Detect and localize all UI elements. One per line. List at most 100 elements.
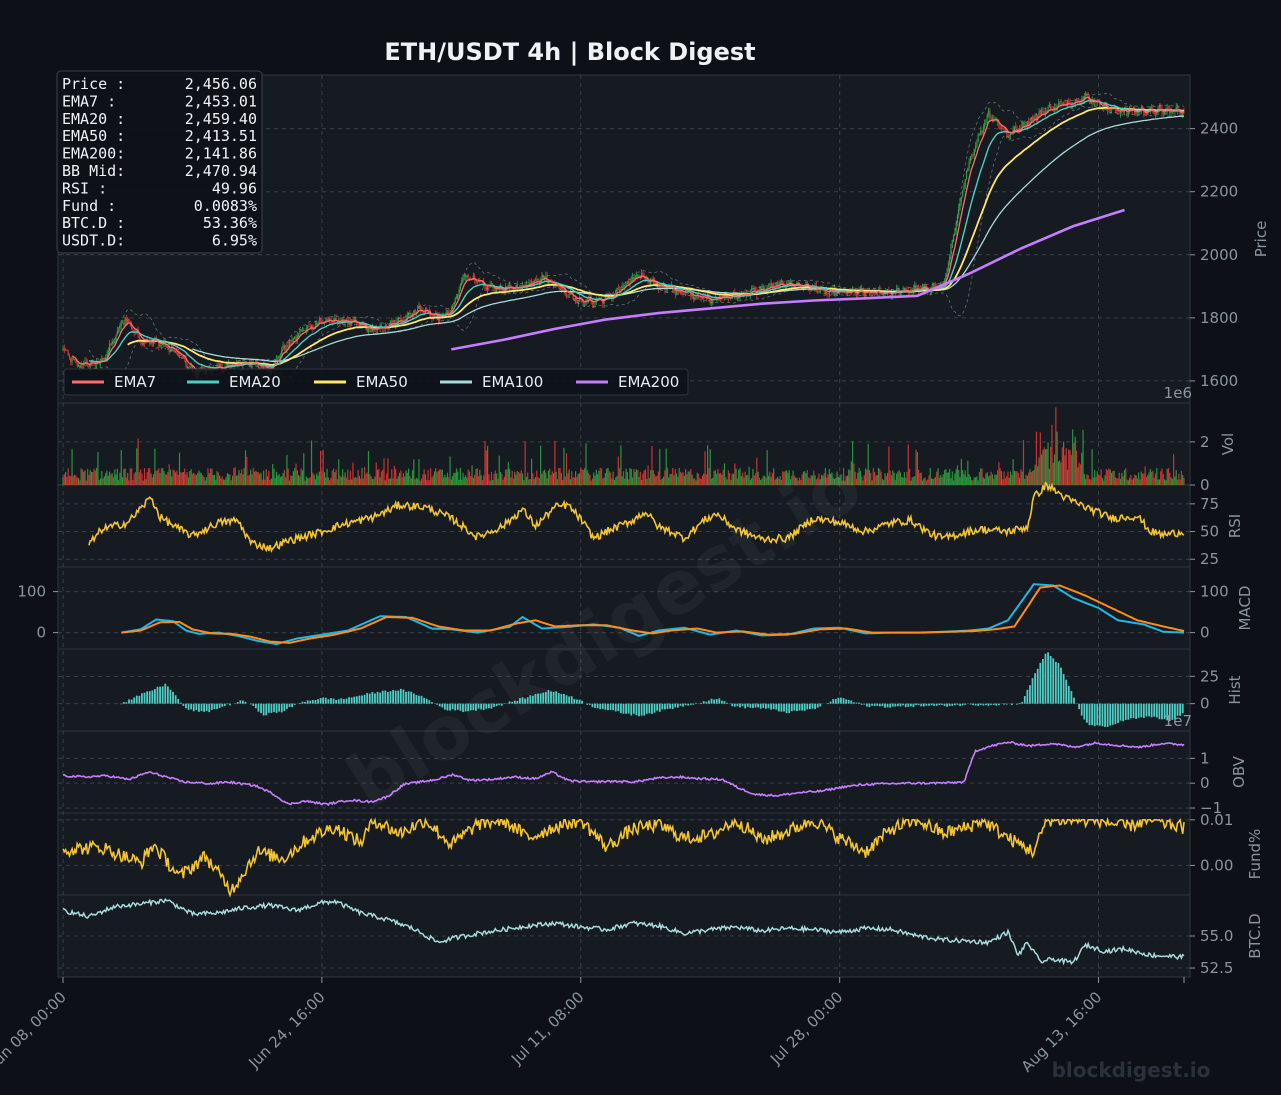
hist-bar [1034,673,1037,704]
candle-body [510,284,512,288]
hist-bar [547,690,550,704]
hist-bar [423,697,426,704]
volume-bar [226,473,228,485]
volume-bar [514,471,516,485]
candle-body [64,349,67,351]
hist-bar [190,703,193,710]
candle-body [932,284,934,289]
volume-bar [973,477,975,485]
candle-body [123,322,125,325]
volume-bar [688,471,691,485]
volume-bar [468,471,471,485]
volume-bar [547,470,550,485]
hist-bar [1080,703,1083,716]
candle-body [968,161,970,168]
hist-bar [1171,703,1174,720]
candle-body [881,293,883,295]
volume-bar [199,472,201,485]
volume-bar [102,478,104,485]
hist-bar [407,691,410,704]
candle-body [659,286,661,290]
volume-bar [211,468,213,485]
volume-bar [1025,475,1027,485]
volume-bar [1022,439,1025,485]
volume-bar [1065,448,1067,485]
hist-bar [972,703,974,706]
candle-body [565,294,568,296]
candle-body [620,288,622,292]
hist-bar [964,703,967,705]
candle-body [158,341,160,347]
candle-body [318,319,320,322]
volume-bar [154,448,156,485]
candle-body [899,292,902,295]
volume-bar [845,476,847,485]
hist-bar [402,689,405,704]
hist-bar [374,693,376,704]
volume-bar [892,470,894,485]
candle-body [864,291,867,297]
hist-bar [982,703,985,706]
hist-bar [1052,658,1055,704]
volume-bar [893,472,895,485]
info-value: 0.0083% [194,197,257,215]
candle-body [1135,112,1137,114]
volume-bar [932,478,934,485]
hist-bar [1163,703,1166,720]
volume-bar [409,475,411,485]
volume-bar [490,471,493,485]
volume-bar [828,468,830,485]
hist-bar [1044,653,1047,704]
hist-bar [1026,689,1029,704]
candle-body [380,324,383,328]
volume-bar [432,475,434,485]
hist-bar [262,703,265,716]
volume-bar [839,477,841,485]
volume-bar [197,473,199,485]
volume-bar [1151,471,1153,485]
hist-bar [938,703,941,706]
candle-body [1074,98,1076,104]
volume-bar [713,471,715,485]
volume-bar [1003,471,1005,485]
info-label: Price : [62,75,125,93]
candle-body [905,288,907,291]
volume-bar [552,473,555,485]
candle-body [634,275,636,280]
candle-body [1090,101,1092,104]
volume-bar [1134,474,1136,485]
candle-body [660,286,662,288]
candle-body [924,284,926,286]
candle-body [677,291,679,293]
volume-bar [1114,477,1116,485]
candle-body [278,356,280,358]
candle-body [530,282,533,284]
candle-body [836,293,838,295]
candle-body [617,287,619,290]
candle-body [1046,111,1048,112]
hist-bar [871,703,873,706]
volume-bar [876,475,878,485]
candle-body [127,318,129,322]
candle-body [819,289,821,292]
volume-bar [64,472,67,485]
volume-bar [175,472,177,485]
volume-bar [471,465,473,485]
volume-bar [675,473,678,485]
hist-bar [1091,703,1093,726]
hist-bar [443,703,446,710]
hist-bar [749,703,752,708]
volume-bar [142,480,144,485]
hist-bar [713,699,716,704]
volume-bar [365,474,367,485]
volume-bar [842,467,845,485]
volume-bar [1038,457,1040,485]
volume-bar [112,477,115,485]
volume-bar [584,468,586,485]
candle-body [955,222,957,232]
hist-bar [1049,655,1052,704]
hist-bar [327,699,330,704]
volume-bar [1170,477,1172,485]
candle-body [536,279,538,281]
volume-bar [883,480,885,485]
